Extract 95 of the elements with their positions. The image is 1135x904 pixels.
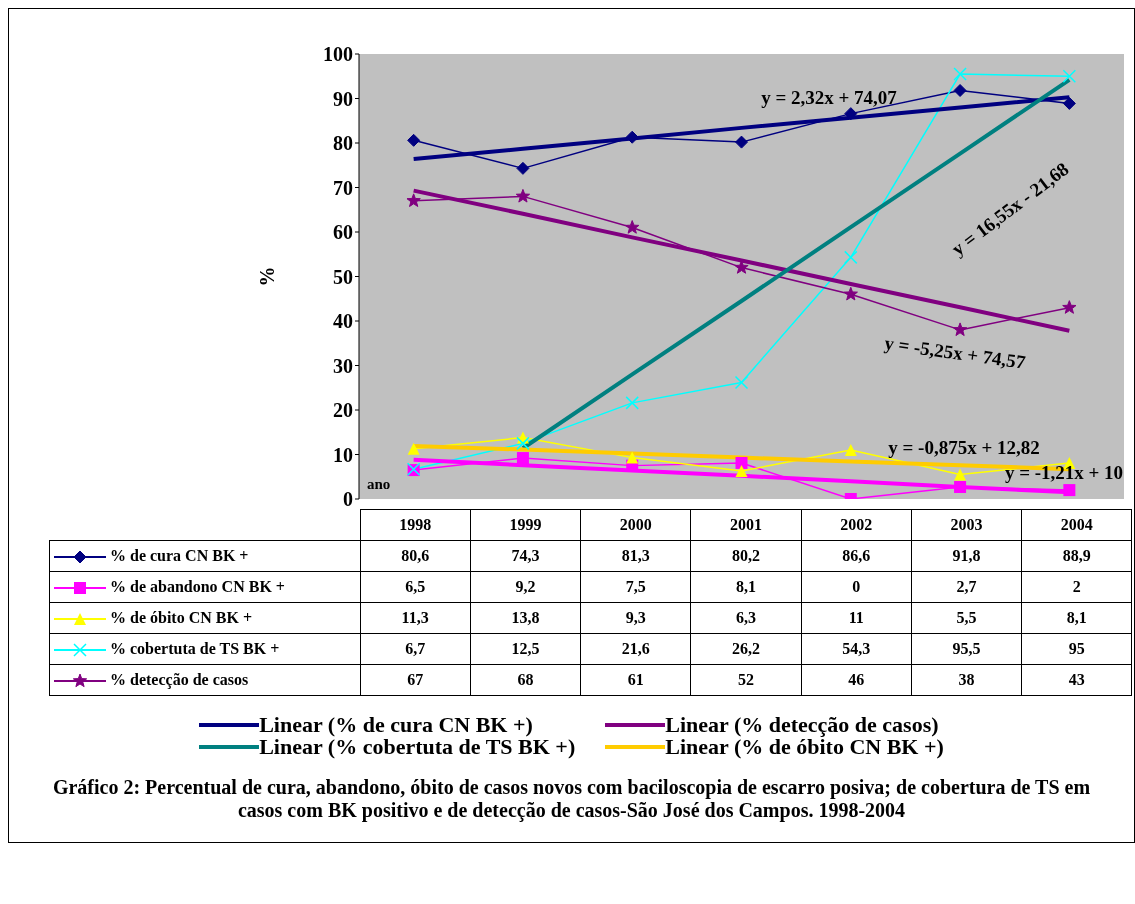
point [735, 464, 748, 477]
data-label: 74,3 [470, 540, 581, 572]
data-label: 95 [1021, 633, 1132, 665]
text: Gráfico 2: Percentual de cura, abandono, óbito de casos novos com baciloscopia de escarro posiva; de cobertura de TS em casos com BK positivo e de detecção de casos-São José dos Campos. 1998-2004 [51, 776, 1092, 822]
x-tick-label: 2000 [580, 509, 691, 541]
annotation: y = -0,875x + 12,82 [888, 437, 1040, 458]
point [516, 161, 530, 175]
point [1062, 300, 1077, 314]
data-label: 61 [580, 664, 691, 696]
x-tick-label: 1998 [360, 509, 471, 541]
y-tick-label: 70 [333, 176, 353, 199]
point [407, 133, 421, 147]
y-tick-label: 90 [333, 87, 353, 110]
point [516, 452, 529, 465]
y-tick-label: 10 [333, 443, 353, 466]
point [516, 436, 530, 451]
data-label: 6,7 [360, 633, 471, 665]
data-label: 12,5 [470, 633, 581, 665]
point [406, 193, 421, 208]
data-label: 0 [801, 571, 912, 603]
point [407, 442, 420, 455]
legend-label: % de óbito CN BK + [110, 608, 253, 626]
point [844, 444, 857, 457]
y-tick-label: 80 [333, 132, 353, 155]
point [625, 130, 639, 144]
y-axis-title: % [256, 266, 278, 287]
x-tick-label: 2001 [690, 509, 802, 541]
point [1063, 484, 1076, 497]
data-label: 68 [470, 664, 581, 696]
data-label: 52 [690, 664, 802, 696]
data-label: 91,8 [911, 540, 1022, 572]
data-label: 81,3 [580, 540, 691, 572]
data-label: 95,5 [911, 633, 1022, 665]
data-label: 9,2 [470, 571, 581, 603]
data-label: 26,2 [690, 633, 802, 665]
point [843, 286, 858, 301]
data-label: 8,1 [690, 571, 802, 603]
data-label: 80,2 [690, 540, 802, 572]
data-label: 88,9 [1021, 540, 1132, 572]
data-label: 2,7 [911, 571, 1022, 603]
legend-label: % de abandono CN BK + [110, 577, 285, 595]
point [515, 188, 531, 203]
legend-label: % detecção de casos [110, 670, 249, 688]
legend-label: Linear (% detecção de casos) [665, 712, 939, 737]
point [1062, 96, 1076, 110]
data-label: 9,3 [580, 602, 691, 634]
annotation: y = 2,32x + 74,07 [761, 87, 898, 108]
y-tick-label: 100 [323, 43, 353, 66]
data-label: 21,6 [580, 633, 691, 665]
y-tick-label: 0 [343, 488, 353, 511]
data-label: 7,5 [580, 571, 691, 603]
point [626, 451, 639, 464]
legend-label: % de cura CN BK + [110, 546, 249, 564]
data-label: 5,5 [911, 602, 1022, 634]
y-tick-label: 60 [333, 221, 353, 244]
data-label: 67 [360, 664, 471, 696]
y-tick-label: 20 [333, 399, 353, 422]
point [953, 67, 967, 81]
x-tick-label: 2004 [1021, 509, 1132, 541]
data-label: 6,3 [690, 602, 802, 634]
data-label: 11,3 [360, 602, 471, 634]
data-label: 6,5 [360, 571, 471, 603]
point [844, 107, 858, 121]
point [735, 135, 748, 149]
data-label: 54,3 [801, 633, 912, 665]
data-label: 13,8 [470, 602, 581, 634]
data-label: 86,6 [801, 540, 912, 572]
point [1062, 69, 1077, 83]
y-tick-label: 30 [333, 354, 353, 377]
data-label: 46 [801, 664, 912, 696]
data-label: 11 [801, 602, 912, 634]
legend-label: Linear (% de cura CN BK +) [259, 712, 533, 737]
point [952, 322, 968, 337]
data-label: 8,1 [1021, 602, 1132, 634]
point [625, 220, 640, 234]
point [625, 396, 639, 410]
point [734, 375, 749, 390]
point [954, 480, 967, 493]
point [954, 468, 967, 481]
data-label: 2 [1021, 571, 1132, 603]
data-label: 80,6 [360, 540, 471, 572]
x-axis-title: ano [367, 476, 391, 492]
data-label: 43 [1021, 664, 1132, 696]
y-tick-label: 50 [333, 265, 353, 288]
data-label: 38 [911, 664, 1022, 696]
legend-label: % cobertuta de TS BK + [110, 639, 280, 657]
point [953, 83, 967, 97]
annotation: y = -5,25x + 74,57 [883, 332, 1028, 373]
point [844, 250, 858, 265]
y-tick-label: 40 [333, 310, 353, 333]
point [735, 456, 748, 469]
x-tick-label: 2002 [801, 509, 912, 541]
x-tick-label: 2003 [911, 509, 1022, 541]
x-tick-label: 1999 [470, 509, 581, 541]
point [734, 260, 749, 274]
